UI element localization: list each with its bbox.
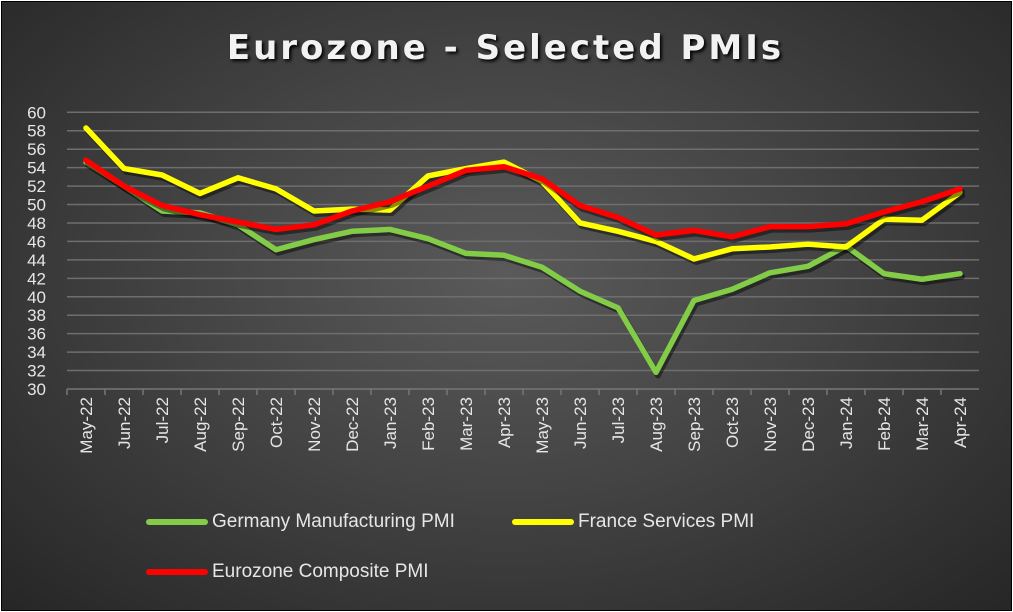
y-tick-label: 60 bbox=[27, 103, 46, 122]
series-shadow bbox=[85, 127, 965, 265]
legend-label: Eurozone Composite PMI bbox=[212, 561, 429, 582]
x-tick-label: Oct-22 bbox=[267, 397, 286, 448]
x-tick-label: Jan-23 bbox=[381, 397, 400, 449]
x-tick-label: Jan-24 bbox=[837, 397, 856, 449]
y-tick-label: 30 bbox=[27, 380, 46, 399]
y-tick-label: 42 bbox=[27, 269, 46, 288]
x-tick-label: Feb-24 bbox=[875, 397, 894, 451]
x-tick-label: Jun-23 bbox=[571, 397, 590, 449]
x-tick-label: Mar-24 bbox=[913, 397, 932, 451]
x-tick-label: Jun-22 bbox=[115, 397, 134, 449]
legend-item-eurozone: Eurozone Composite PMI bbox=[146, 561, 429, 583]
x-tick-label: Apr-23 bbox=[495, 397, 514, 448]
legend-swatch bbox=[146, 569, 208, 575]
x-tick-label: Feb-23 bbox=[419, 397, 438, 451]
x-tick-label: Sep-23 bbox=[685, 397, 704, 452]
x-tick-label: Nov-23 bbox=[761, 397, 780, 452]
x-tick-label: Mar-23 bbox=[457, 397, 476, 451]
series-shadow bbox=[85, 162, 965, 379]
x-tick-label: May-22 bbox=[77, 397, 96, 454]
x-tick-label: Aug-22 bbox=[191, 397, 210, 452]
legend-item-france: France Services PMI bbox=[512, 511, 754, 533]
x-tick-label: Sep-22 bbox=[229, 397, 248, 452]
x-tick-label: Dec-23 bbox=[799, 397, 818, 452]
y-tick-label: 56 bbox=[27, 140, 46, 159]
x-tick-label: Nov-22 bbox=[305, 397, 324, 452]
y-tick-label: 32 bbox=[27, 362, 46, 381]
legend-swatch bbox=[146, 519, 208, 525]
y-tick-label: 46 bbox=[27, 232, 46, 251]
chart-title: Eurozone - Selected PMIs bbox=[226, 28, 785, 68]
y-tick-label: 48 bbox=[27, 214, 46, 233]
legend-swatch bbox=[512, 519, 574, 525]
legend-label: Germany Manufacturing PMI bbox=[212, 511, 455, 532]
y-tick-label: 36 bbox=[27, 325, 46, 344]
x-tick-label: Oct-23 bbox=[723, 397, 742, 448]
x-tick-label: Jul-23 bbox=[609, 397, 628, 443]
y-tick-label: 54 bbox=[27, 159, 46, 178]
y-tick-label: 58 bbox=[27, 122, 46, 141]
x-tick-label: Dec-22 bbox=[343, 397, 362, 452]
series-line-0 bbox=[83, 159, 963, 376]
x-tick-label: May-23 bbox=[533, 397, 552, 454]
legend-label: France Services PMI bbox=[578, 511, 755, 532]
y-tick-label: 52 bbox=[27, 177, 46, 196]
x-tick-label: Jul-22 bbox=[153, 397, 172, 443]
x-tick-label: Aug-23 bbox=[647, 397, 666, 452]
y-tick-label: 44 bbox=[27, 251, 46, 270]
y-tick-label: 50 bbox=[27, 196, 46, 215]
y-tick-label: 34 bbox=[27, 343, 46, 362]
series-line-2 bbox=[83, 157, 963, 240]
x-tick-label: Apr-24 bbox=[951, 397, 970, 448]
legend-item-germany: Germany Manufacturing PMI bbox=[146, 511, 455, 533]
y-tick-label: 38 bbox=[27, 306, 46, 325]
y-tick-label: 40 bbox=[27, 288, 46, 307]
